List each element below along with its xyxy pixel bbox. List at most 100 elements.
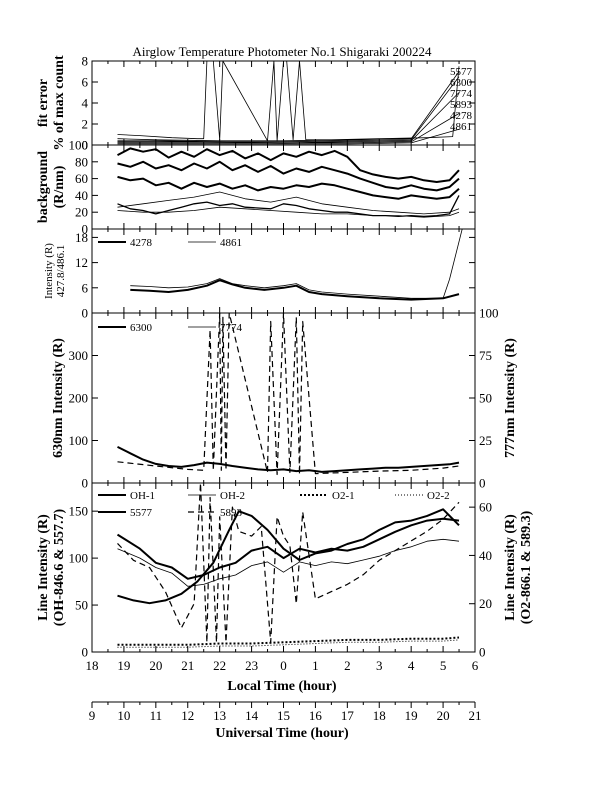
x-tick-label: 4 [408,658,415,673]
y2-tick-label: 0 [479,476,486,491]
legend-label: 4278 [130,237,153,249]
ut-tick-label: 21 [469,708,482,723]
y2-tick-label: 40 [479,548,492,563]
y-axis-label: 427.8/486.1 [55,245,67,298]
ut-tick-label: 12 [181,708,194,723]
legend-label: O2-2 [427,490,450,502]
y-tick-label: 150 [69,504,89,519]
legend-label: 5577 [130,507,153,519]
series-line-oh-1 [116,517,460,580]
x-axis-universal-time: 9 10 11 12 13 14 15 16 17 18 19 20 21 [89,701,482,723]
y-tick-label: 200 [69,391,89,406]
y2-axis-label: 777nm Intensity (R) [503,338,518,458]
legend-label: 6300 [130,322,153,334]
y-tick-label: 18 [75,230,88,245]
panel-frame [91,312,476,484]
y-axis-label: fit error [36,79,51,127]
series-line-5893 [117,483,460,643]
y-axis-label: Line Intensity (R) [36,514,51,621]
y2-tick-label: 60 [479,500,492,515]
ut-tick-label: 16 [309,708,323,723]
y-axis-label: % of max count [52,55,67,151]
y2-axis-label: (O2-866.1 & 589.3) [519,510,534,624]
series-line-5577 [117,508,460,605]
y-tick-label: 0 [82,306,89,321]
y-tick-label: 80 [75,154,88,169]
ut-tick-label: 13 [213,708,226,723]
y2-tick-label: 50 [479,391,492,406]
series-line-4278 [130,279,460,301]
series-line-2 [117,160,460,192]
x-tick-label: 23 [245,658,258,673]
ut-tick-label: 20 [437,708,450,723]
y-tick-label: 12 [75,255,88,270]
series-label: 5577 [450,66,473,78]
panel-frame [91,60,476,146]
x-tick-label: 5 [440,658,447,673]
legend-label: 7774 [220,322,243,334]
series-line-3 [117,175,460,200]
series-group [116,483,460,648]
series-line-o2-2 [117,639,460,648]
series-line-4278 [117,113,460,144]
series-line-4861 [117,128,460,145]
y-tick-label: 8 [82,54,89,69]
x-tick-label: 18 [86,658,99,673]
y-tick-label: 100 [69,433,89,448]
x-tick-label: 22 [213,658,226,673]
panel-3: 0 6 12 18 Intensity (R) 427.8/486.1 4278 4861 [43,228,476,321]
y2-axis-label: Line Intensity (R) [503,514,518,621]
legend-label: 4861 [220,237,242,249]
x-tick-label: 2 [344,658,351,673]
series-label: 4278 [450,110,473,122]
y-tick-label: 50 [75,598,88,613]
y-tick-label: 100 [69,138,89,153]
y-tick-label: 20 [75,205,88,220]
series-line-6300 [117,71,460,142]
legend-label: OH-2 [220,490,245,502]
ut-tick-label: 17 [341,708,355,723]
y-axis-label: Intensity (R) [43,243,55,299]
y-tick-label: 300 [69,348,89,363]
series-group [117,147,460,218]
ut-tick-label: 11 [150,708,163,723]
y-tick-label: 0 [82,222,89,237]
ut-tick-label: 14 [245,708,259,723]
y2-tick-label: 25 [479,433,492,448]
y-tick-label: 0 [82,645,89,660]
x-tick-label: 21 [181,658,194,673]
series-line-6300 [117,446,460,473]
y-axis-label: (R/nm) [52,165,67,208]
y-axis-label: (OH-846.6 & 557.7) [52,508,67,626]
chart-title: Airglow Temperature Photometer No.1 Shig… [133,44,433,59]
series-line-7774 [117,313,460,476]
y-axis-label: background [36,151,51,223]
series-line-5893 [117,92,460,144]
series-label: 7774 [450,88,473,100]
ut-tick-label: 19 [405,708,418,723]
y-tick-label: 6 [82,75,89,90]
y2-tick-label: 75 [479,348,492,363]
series-label: 5893 [450,99,473,111]
series-group [130,229,463,301]
panel-1: 0 2 4 6 8 fit error% of max count 557763007774… [36,54,476,153]
y-tick-label: 2 [82,117,89,132]
series-line-1 [117,147,460,183]
x-tick-label: 20 [149,658,162,673]
y2-tick-label: 100 [479,306,499,321]
series-line-o2-1 [117,636,460,646]
y-tick-label: 40 [75,188,88,203]
x-tick-label: 0 [280,658,287,673]
series-line-4861 [130,229,463,299]
y-tick-label: 100 [69,551,89,566]
legend-label: O2-1 [332,490,355,502]
x-tick-label: 3 [376,658,383,673]
series-line-5577 [117,61,460,142]
legend-label: 5893 [220,507,243,519]
legend-label: OH-1 [130,490,155,502]
x-tick-label: 19 [117,658,130,673]
